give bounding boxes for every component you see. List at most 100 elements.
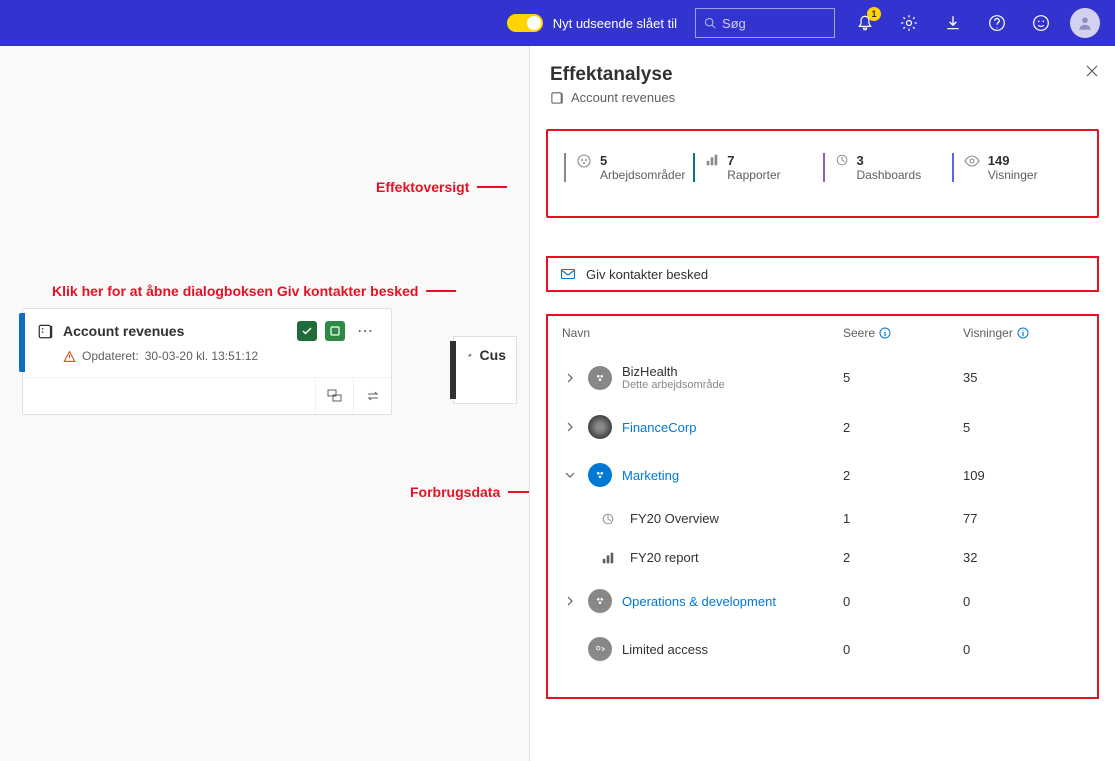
panel-header: Effektanalyse Account revenues: [530, 46, 1115, 115]
workspace-icon: [588, 366, 612, 390]
row-name-wrap: Marketing: [622, 468, 679, 483]
header-viewers[interactable]: Seere: [843, 326, 963, 340]
stat-icon: [964, 153, 980, 182]
cell-views: 77: [963, 511, 1083, 526]
notify-contacts-button[interactable]: Giv kontakter besked: [546, 256, 1099, 292]
table-row[interactable]: FY20 Overview177: [562, 499, 1083, 538]
avatar: [1070, 8, 1100, 38]
lineage-accent: [19, 313, 25, 372]
info-icon[interactable]: [1017, 327, 1029, 339]
stat-label: Visninger: [988, 168, 1038, 182]
endorsed-badge-icon: [297, 321, 317, 341]
panel-close-button[interactable]: [1085, 64, 1099, 78]
panel-subtitle: Account revenues: [550, 90, 1095, 105]
row-name: Marketing: [622, 468, 679, 483]
stat-cell: 5Arbejdsområder: [564, 153, 693, 182]
stat-text: 149Visninger: [988, 153, 1038, 182]
row-name: Limited access: [622, 642, 708, 657]
table-row[interactable]: BizHealthDette arbejdsområde535: [562, 352, 1083, 403]
panel-title: Effektanalyse: [550, 64, 1095, 86]
callout-overview: Effektoversigt: [376, 179, 507, 195]
cell-viewers: 0: [843, 642, 963, 657]
dashboard-icon: [596, 512, 620, 526]
settings-button[interactable]: [891, 5, 927, 41]
table-row[interactable]: Limited access00: [562, 625, 1083, 673]
table-row[interactable]: Operations & development00: [562, 577, 1083, 625]
workspace-icon: [588, 589, 612, 613]
notifications-button[interactable]: 1: [847, 5, 883, 41]
stat-cell: 3Dashboards: [823, 153, 952, 182]
cell-name: FY20 report: [562, 550, 843, 565]
new-look-toggle[interactable]: [507, 14, 543, 32]
notify-contacts-label: Giv kontakter besked: [586, 267, 708, 282]
expand-button[interactable]: [562, 373, 578, 383]
download-button[interactable]: [935, 5, 971, 41]
dataset-icon: [37, 322, 55, 340]
stat-icon: [576, 153, 592, 182]
stat-value: 7: [727, 153, 780, 168]
gear-icon: [900, 14, 918, 32]
header-views[interactable]: Visninger: [963, 326, 1083, 340]
workspace-icon: [588, 415, 612, 439]
search-box[interactable]: [695, 8, 835, 38]
info-icon[interactable]: [879, 327, 891, 339]
help-button[interactable]: [979, 5, 1015, 41]
row-name: BizHealth: [622, 364, 725, 379]
cell-viewers: 2: [843, 468, 963, 483]
callout-usage-label: Forbrugsdata: [410, 484, 500, 500]
limited-icon: [588, 637, 612, 661]
cell-name: FinanceCorp: [562, 415, 843, 439]
mail-icon: [560, 266, 576, 282]
stat-value: 5: [600, 153, 685, 168]
stat-label: Dashboards: [857, 168, 922, 182]
download-icon: [944, 14, 962, 32]
lineage-right-label: Cus: [480, 347, 506, 363]
table-row[interactable]: FinanceCorp25: [562, 403, 1083, 451]
workspace-icon: [588, 463, 612, 487]
usage-table: Navn Seere Visninger BizHealthDette arbe…: [546, 314, 1099, 699]
lineage-right-inner: Cus: [454, 337, 516, 363]
expand-button[interactable]: [562, 422, 578, 432]
smile-icon: [1032, 14, 1050, 32]
row-name: Operations & development: [622, 594, 776, 609]
person-icon: [1076, 14, 1094, 32]
stat-cell: 149Visninger: [952, 153, 1081, 182]
lineage-swap-button[interactable]: [353, 378, 391, 414]
lineage-card[interactable]: Account revenues ⋯ Opdateret: 30-03-20 k…: [22, 308, 392, 415]
updated-prefix: Opdateret:: [82, 349, 139, 363]
cell-name: Limited access: [562, 637, 843, 661]
feedback-button[interactable]: [1023, 5, 1059, 41]
dataset-icon: [550, 90, 565, 105]
header-name[interactable]: Navn: [562, 326, 843, 340]
impact-summary: 5Arbejdsområder7Rapporter3Dashboards149V…: [546, 129, 1099, 218]
cell-viewers: 2: [843, 420, 963, 435]
stat-value: 3: [857, 153, 922, 168]
cell-name: Marketing: [562, 463, 843, 487]
expand-button[interactable]: [562, 596, 578, 606]
table-row[interactable]: FY20 report232: [562, 538, 1083, 577]
related-icon: [327, 388, 343, 404]
question-icon: [988, 14, 1006, 32]
main-area: Effektoversigt Klik her for at åbne dial…: [0, 46, 1115, 761]
warning-icon: [63, 350, 76, 363]
table-row[interactable]: Marketing2109: [562, 451, 1083, 499]
callout-notify-label: Klik her for at åbne dialogboksen Giv ko…: [52, 283, 418, 299]
callout-line: [477, 186, 507, 188]
report-icon: [596, 551, 620, 565]
account-button[interactable]: [1067, 5, 1103, 41]
expand-button[interactable]: [562, 470, 578, 480]
lineage-next-node[interactable]: Cus: [453, 336, 517, 404]
more-options-button[interactable]: ⋯: [353, 321, 377, 341]
lineage-updated: Opdateret: 30-03-20 kl. 13:51:12: [23, 345, 391, 377]
cell-name: FY20 Overview: [562, 511, 843, 526]
lineage-related-button[interactable]: [315, 378, 353, 414]
stat-icon: [705, 153, 719, 182]
table-header: Navn Seere Visninger: [562, 326, 1083, 352]
row-sub: Dette arbejdsområde: [622, 379, 725, 391]
cell-name: BizHealthDette arbejdsområde: [562, 364, 843, 391]
cell-name: Operations & development: [562, 589, 843, 613]
cell-viewers: 1: [843, 511, 963, 526]
cell-viewers: 5: [843, 370, 963, 385]
stat-cell: 7Rapporter: [693, 153, 822, 182]
search-input[interactable]: [722, 16, 826, 31]
